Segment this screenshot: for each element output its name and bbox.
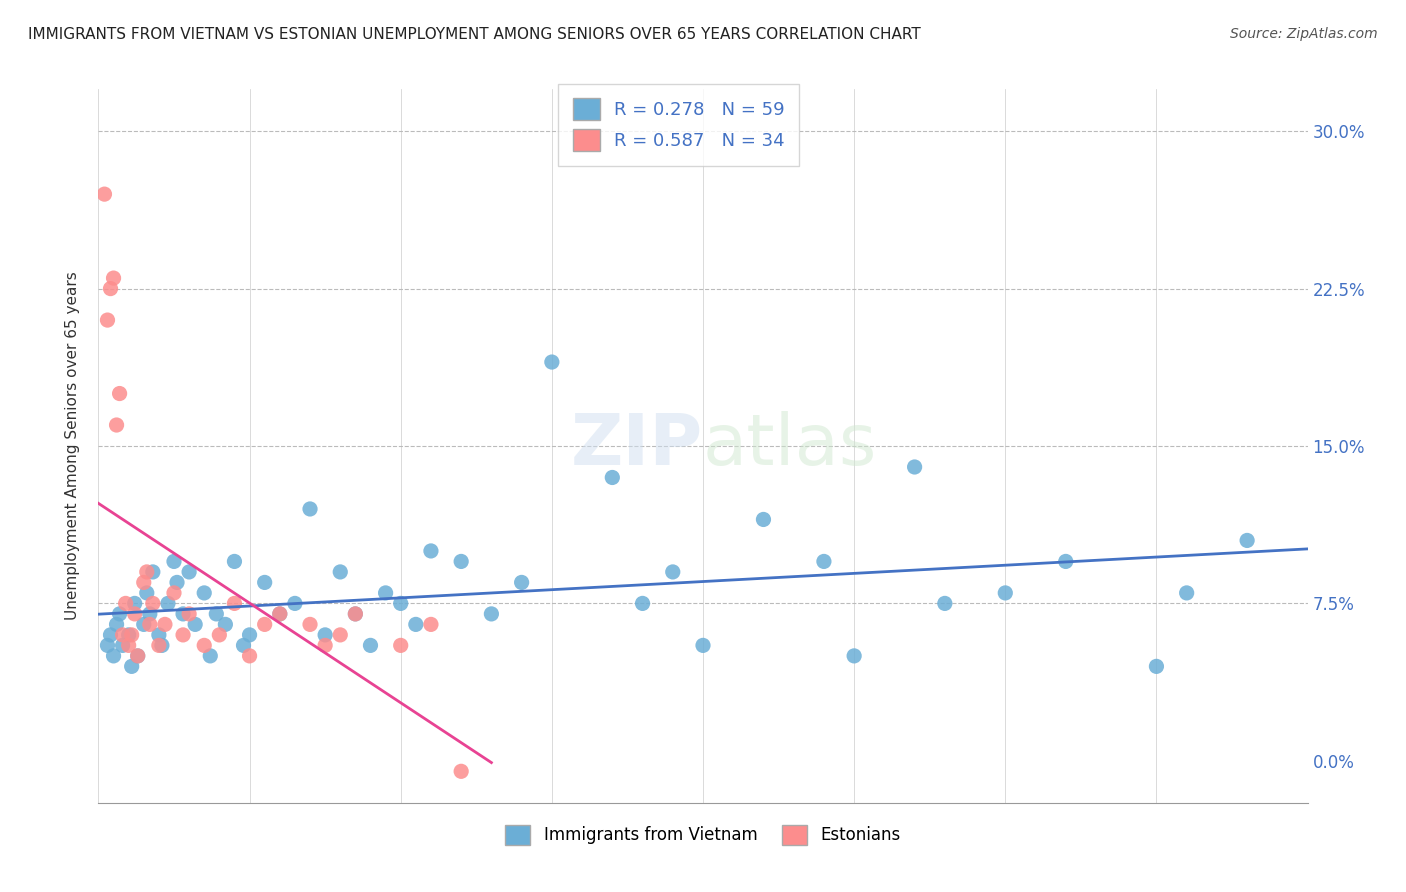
Point (96, 639, 118, 653)
Point (184, 617, 207, 632)
Point (232, 639, 254, 653)
Point (121, 659, 143, 673)
Point (844, 648, 866, 663)
Point (111, 628, 134, 642)
Point (813, 554, 835, 568)
Legend: Immigrants from Vietnam, Estonians: Immigrants from Vietnam, Estonians (499, 818, 907, 852)
Point (420, 544, 443, 558)
Point (108, 607, 131, 621)
Point (934, 596, 956, 610)
Point (1054, 554, 1077, 568)
Point (269, 607, 291, 621)
Point (481, 607, 503, 621)
Point (224, 554, 246, 568)
Point (329, 565, 352, 579)
Point (1146, 659, 1168, 673)
Point (420, 617, 443, 632)
Point (100, 628, 122, 642)
Point (193, 586, 215, 600)
Point (389, 639, 412, 653)
Text: Source: ZipAtlas.com: Source: ZipAtlas.com (1230, 27, 1378, 41)
Point (111, 639, 134, 653)
Point (994, 586, 1017, 600)
Point (103, 271, 125, 285)
Point (239, 628, 262, 642)
Point (179, 607, 201, 621)
Point (124, 607, 146, 621)
Point (314, 628, 336, 642)
Point (200, 648, 222, 663)
Point (299, 502, 322, 516)
Point (1175, 586, 1198, 600)
Point (205, 607, 228, 621)
Point (124, 596, 146, 610)
Point (163, 586, 186, 600)
Point (166, 575, 188, 590)
Point (142, 565, 165, 579)
Point (631, 596, 654, 610)
Point (108, 386, 131, 401)
Point (148, 628, 170, 642)
Point (314, 639, 336, 653)
Point (132, 575, 155, 590)
Point (1236, 533, 1258, 548)
Point (540, 355, 562, 369)
Point (127, 648, 149, 663)
Point (224, 596, 246, 610)
Point (100, 282, 122, 296)
Point (179, 565, 201, 579)
Text: atlas: atlas (703, 411, 877, 481)
Point (344, 607, 367, 621)
Point (193, 639, 215, 653)
Point (360, 639, 382, 653)
Point (214, 617, 236, 632)
Point (135, 586, 157, 600)
Point (661, 565, 683, 579)
Point (172, 628, 194, 642)
Point (344, 607, 367, 621)
Point (96, 313, 118, 327)
Text: IMMIGRANTS FROM VIETNAM VS ESTONIAN UNEMPLOYMENT AMONG SENIORS OVER 65 YEARS COR: IMMIGRANTS FROM VIETNAM VS ESTONIAN UNEM… (28, 27, 921, 42)
Point (153, 617, 176, 632)
Point (163, 554, 186, 568)
Point (510, 575, 533, 590)
Point (172, 607, 194, 621)
Point (142, 596, 165, 610)
Point (148, 639, 170, 653)
Y-axis label: Unemployment Among Seniors over 65 years: Unemployment Among Seniors over 65 years (65, 272, 80, 620)
Point (118, 639, 141, 653)
Point (269, 607, 291, 621)
Point (127, 648, 149, 663)
Point (118, 628, 141, 642)
Point (156, 596, 179, 610)
Point (692, 639, 714, 653)
Point (602, 470, 624, 484)
Point (105, 417, 128, 432)
Point (135, 565, 157, 579)
Point (150, 639, 173, 653)
Point (253, 617, 276, 632)
Point (450, 764, 472, 779)
Point (450, 554, 472, 568)
Point (253, 575, 276, 590)
Point (121, 628, 143, 642)
Point (103, 648, 125, 663)
Point (329, 628, 352, 642)
Point (93, 187, 115, 202)
Point (752, 512, 775, 526)
Point (114, 596, 136, 610)
Point (239, 648, 262, 663)
Point (105, 617, 128, 632)
Text: ZIP: ZIP (571, 411, 703, 481)
Point (374, 586, 396, 600)
Point (139, 617, 162, 632)
Point (139, 607, 162, 621)
Point (284, 596, 307, 610)
Point (132, 617, 155, 632)
Point (299, 617, 322, 632)
Point (389, 596, 412, 610)
Point (904, 460, 927, 475)
Point (405, 617, 427, 632)
Point (208, 628, 231, 642)
